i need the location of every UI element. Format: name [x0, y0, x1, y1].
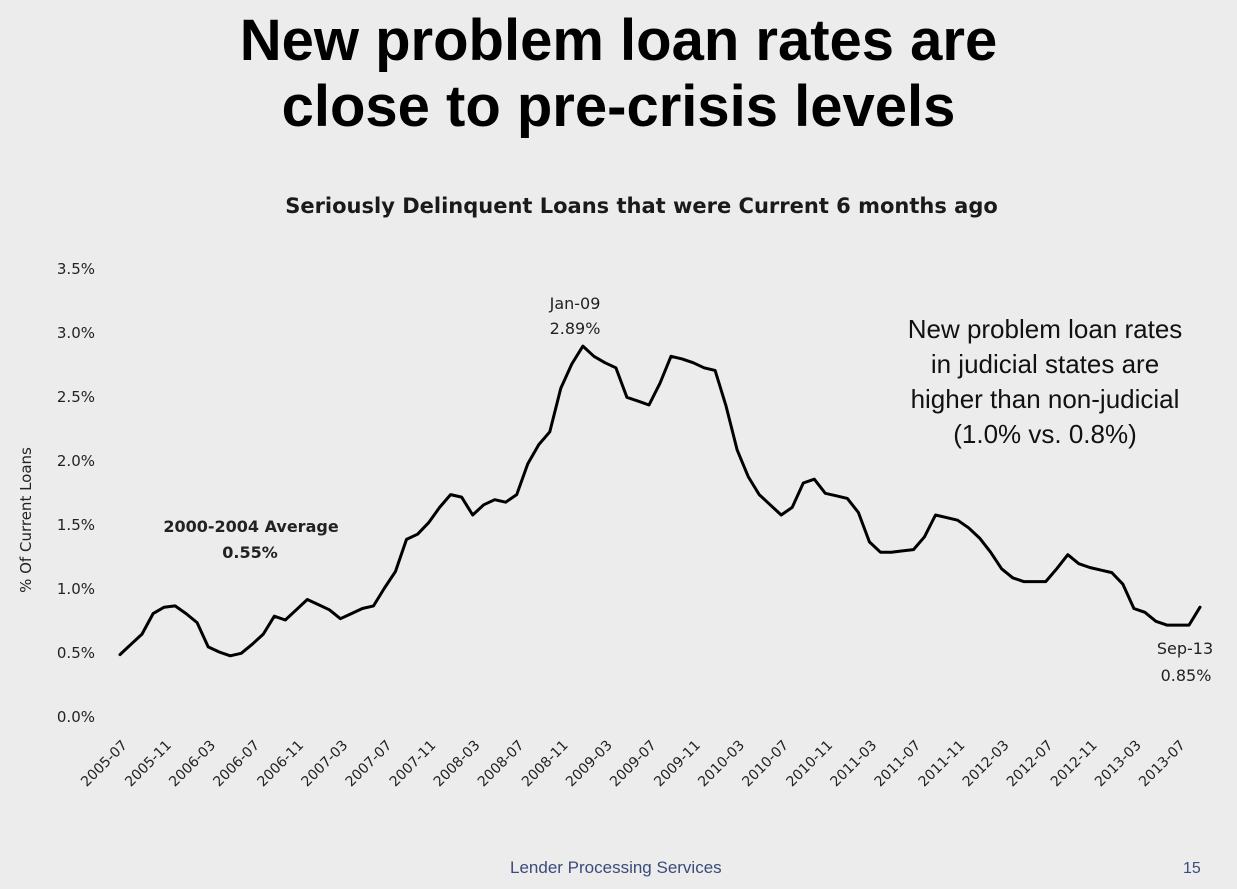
y-axis-label: % Of Current Loans	[17, 447, 35, 593]
slide-title-line-1: New problem loan rates are	[239, 8, 998, 73]
y-tick-label: 1.5%	[57, 516, 95, 534]
x-tick-label: 2009-11	[651, 738, 704, 791]
x-tick-label: 2007-03	[299, 738, 352, 791]
page-number: 15	[1183, 860, 1201, 877]
x-tick-label: 2007-07	[343, 738, 396, 791]
x-tick-label: 2007-11	[387, 738, 440, 791]
end-date-label: Sep-13	[1157, 639, 1213, 658]
x-tick-label: 2013-07	[1136, 738, 1189, 791]
x-tick-label: 2012-11	[1048, 738, 1101, 791]
x-tick-label: 2010-03	[695, 738, 748, 791]
peak-value-label: 2.89%	[550, 319, 601, 338]
x-tick-label: 2009-03	[563, 738, 616, 791]
callout-line-3: higher than non-judicial	[910, 384, 1180, 414]
x-tick-label: 2005-07	[78, 738, 131, 791]
slide-title: New problem loan rates are close to pre-…	[0, 8, 1237, 140]
x-tick-label: 2006-07	[210, 738, 263, 791]
end-value-label: 0.85%	[1161, 666, 1212, 685]
y-tick-label: 2.5%	[57, 388, 95, 406]
x-tick-label: 2008-11	[519, 738, 572, 791]
y-tick-label: 0.0%	[57, 708, 95, 726]
judicial-states-callout: New problem loan rates in judicial state…	[860, 312, 1230, 452]
peak-date-label: Jan-09	[549, 294, 601, 313]
x-tick-label: 2005-11	[122, 738, 175, 791]
y-tick-label: 0.5%	[57, 644, 95, 662]
x-tick-label: 2008-03	[431, 738, 484, 791]
y-tick-label: 1.0%	[57, 580, 95, 598]
x-tick-label: 2010-07	[739, 738, 792, 791]
y-tick-label: 3.5%	[57, 260, 95, 278]
x-tick-label: 2012-07	[1004, 738, 1057, 791]
x-tick-label: 2006-03	[166, 738, 219, 791]
footer-company: Lender Processing Services	[510, 858, 722, 877]
x-tick-label: 2013-03	[1092, 738, 1145, 791]
x-tick-label: 2006-11	[254, 738, 307, 791]
series-line	[118, 344, 1202, 658]
x-tick-label: 2011-03	[828, 738, 881, 791]
y-tick-label: 2.0%	[57, 452, 95, 470]
callout-line-1: New problem loan rates	[907, 314, 1183, 344]
x-tick-label: 2011-07	[872, 738, 925, 791]
x-tick-label: 2009-07	[607, 738, 660, 791]
average-value: 0.55%	[222, 543, 278, 562]
x-tick-label: 2011-11	[916, 738, 969, 791]
y-tick-label: 3.0%	[57, 324, 95, 342]
x-tick-label: 2012-03	[960, 738, 1013, 791]
chart-title: Seriously Delinquent Loans that were Cur…	[285, 194, 998, 218]
x-tick-label: 2008-07	[475, 738, 528, 791]
x-tick-label: 2010-11	[783, 738, 836, 791]
callout-line-4: (1.0% vs. 0.8%)	[953, 419, 1137, 449]
slide-title-line-2: close to pre-crisis levels	[281, 74, 956, 139]
average-label: 2000-2004 Average	[163, 517, 339, 536]
callout-line-2: in judicial states are	[930, 349, 1160, 379]
